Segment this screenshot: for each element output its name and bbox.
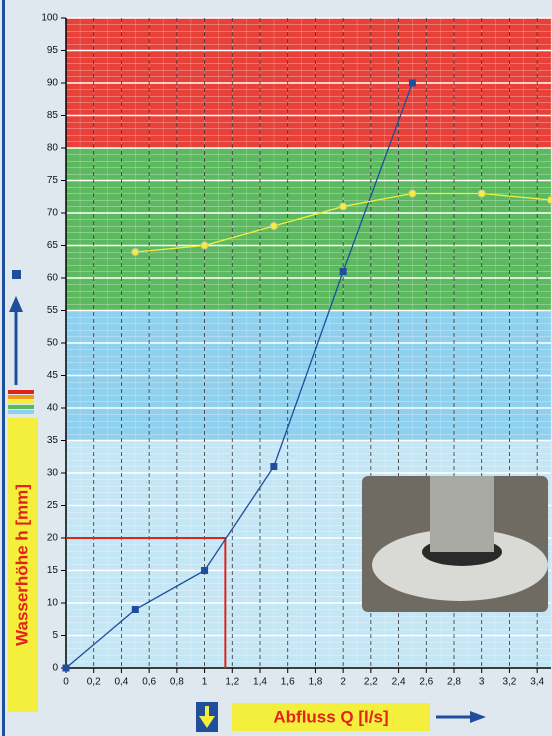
y-label-box bbox=[8, 418, 38, 712]
x-tick-label: 2,2 bbox=[364, 677, 378, 688]
x-label-box bbox=[232, 703, 430, 731]
point bbox=[201, 567, 209, 574]
x-tick-label: 1,4 bbox=[253, 677, 267, 688]
frame-edge bbox=[2, 0, 5, 736]
marker-icon bbox=[12, 270, 21, 279]
y-tick-label: 85 bbox=[47, 110, 59, 121]
arrow-head bbox=[9, 296, 23, 312]
point bbox=[339, 202, 348, 211]
y-tick-label: 75 bbox=[47, 175, 59, 186]
x-tick-label: 2,8 bbox=[447, 677, 461, 688]
point bbox=[408, 189, 417, 198]
stripe bbox=[8, 405, 34, 409]
point bbox=[339, 268, 347, 275]
x-axis-title: Abfluss Q [l/s] bbox=[273, 707, 388, 726]
y-tick-label: 10 bbox=[47, 598, 59, 609]
x-tick-label: 2,4 bbox=[392, 677, 406, 688]
y-tick-label: 60 bbox=[47, 273, 59, 284]
y-tick-label: 50 bbox=[47, 338, 59, 349]
x-tick-label: 2 bbox=[340, 677, 346, 688]
y-tick-label: 15 bbox=[47, 565, 59, 576]
down-head bbox=[199, 716, 215, 728]
y-tick-label: 95 bbox=[47, 45, 59, 56]
x-tick-label: 0 bbox=[63, 677, 69, 688]
y-tick-label: 55 bbox=[47, 305, 59, 316]
reference-line bbox=[66, 537, 227, 668]
y-tick-label: 45 bbox=[47, 370, 59, 381]
point bbox=[270, 463, 278, 470]
y-tick-label: 40 bbox=[47, 403, 59, 414]
series-line bbox=[65, 82, 414, 669]
x-tick-label: 1 bbox=[202, 677, 208, 688]
x-tick-label: 3 bbox=[479, 677, 485, 688]
x-tick-label: 1,8 bbox=[308, 677, 322, 688]
stripe bbox=[8, 390, 34, 394]
y-tick-label: 5 bbox=[52, 630, 58, 641]
photo bbox=[362, 476, 548, 612]
stripe bbox=[8, 410, 34, 414]
y-tick-label: 35 bbox=[47, 435, 59, 446]
point bbox=[131, 248, 140, 256]
y-tick-label: 70 bbox=[47, 208, 59, 219]
y-tick-label: 20 bbox=[47, 533, 59, 544]
arrow-head bbox=[470, 711, 486, 723]
point bbox=[200, 241, 209, 250]
y-tick-label: 90 bbox=[47, 78, 59, 89]
x-tick-label: 0,4 bbox=[114, 677, 128, 688]
y-tick-label: 0 bbox=[52, 663, 58, 674]
y-tick-label: 30 bbox=[47, 468, 59, 479]
stripe bbox=[8, 400, 34, 404]
x-tick-label: 1,2 bbox=[225, 677, 239, 688]
x-tick-label: 0,2 bbox=[87, 677, 101, 688]
x-tick-label: 1,6 bbox=[281, 677, 295, 688]
point bbox=[477, 189, 486, 198]
point bbox=[408, 79, 416, 87]
y-tick-label: 80 bbox=[47, 143, 59, 154]
x-tick-label: 3,4 bbox=[530, 677, 544, 688]
y-tick-label: 65 bbox=[47, 240, 59, 251]
x-tick-label: 3,2 bbox=[502, 677, 516, 688]
y-axis-title: Wasserhöhe h [mm] bbox=[12, 484, 31, 646]
y-tick-label: 25 bbox=[47, 500, 59, 511]
point bbox=[269, 222, 278, 230]
point bbox=[62, 664, 70, 672]
x-tick-label: 0,6 bbox=[142, 677, 156, 688]
photo-pipe bbox=[430, 476, 494, 552]
point bbox=[131, 606, 139, 613]
x-tick-label: 2,6 bbox=[419, 677, 433, 688]
y-tick-label: 100 bbox=[41, 13, 58, 24]
x-tick-label: 0,8 bbox=[170, 677, 184, 688]
point bbox=[547, 196, 552, 204]
stripe bbox=[8, 395, 34, 399]
